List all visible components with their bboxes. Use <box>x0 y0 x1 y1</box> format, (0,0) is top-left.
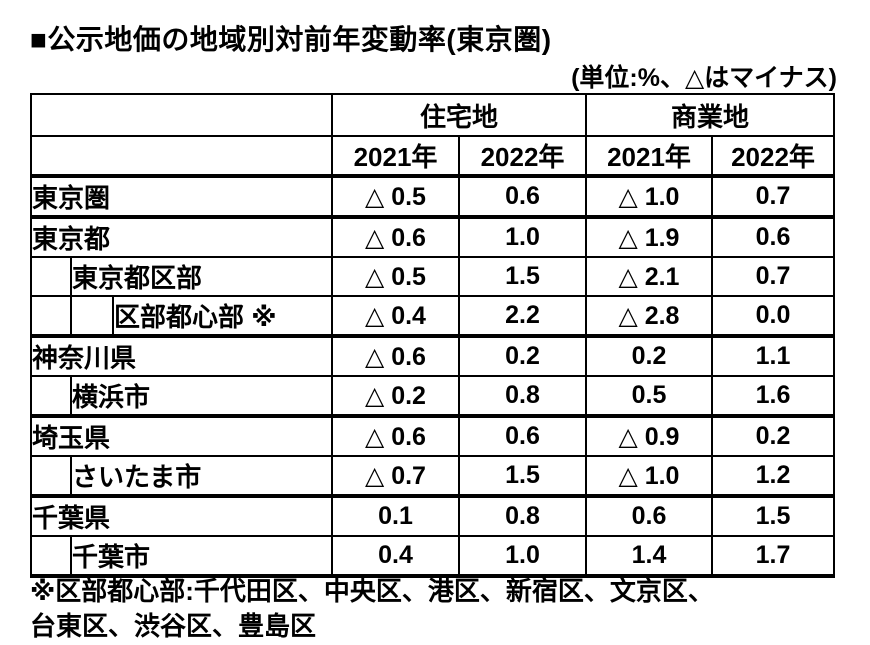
unit-note: (単位:%、△はマイナス) <box>571 64 837 92</box>
year-header: 2022年 <box>711 135 835 177</box>
group-header-commercial: 商業地 <box>585 93 835 137</box>
table-row-saitama-city: さいたま市 △ 0.7 1.5 △ 1.0 1.2 <box>30 455 835 497</box>
value-cell: 1.2 <box>711 455 835 497</box>
indent-spacer <box>30 535 72 578</box>
value-cell: 0.4 <box>331 535 460 578</box>
value-cell: △ 2.8 <box>585 295 713 337</box>
value-cell: △ 0.5 <box>331 256 460 297</box>
value-cell: 0.6 <box>458 174 587 218</box>
value-cell: 1.1 <box>711 334 835 377</box>
value-cell: 1.5 <box>458 455 587 497</box>
row-label: 東京都 <box>30 215 333 258</box>
value-cell: △ 1.9 <box>585 215 713 258</box>
value-cell: △ 2.1 <box>585 256 713 297</box>
year-header: 2021年 <box>585 135 713 177</box>
group-header-row: 住宅地 商業地 <box>30 93 835 137</box>
table-row-kubu-toshinbu: 区部都心部 ※ △ 0.4 2.2 △ 2.8 0.0 <box>30 295 835 337</box>
value-cell: △ 0.2 <box>331 375 460 417</box>
value-cell: 1.0 <box>458 535 587 578</box>
group-header-residential: 住宅地 <box>331 93 587 137</box>
indent-spacer <box>70 295 114 337</box>
land-price-table: 住宅地 商業地 2021年 2022年 2021年 2022年 東京圏 △ 0.… <box>30 93 835 578</box>
value-cell: △ 0.7 <box>331 455 460 497</box>
indent-spacer <box>30 455 72 497</box>
row-label: 東京圏 <box>30 174 333 218</box>
value-cell: △ 0.6 <box>331 215 460 258</box>
indent-spacer <box>30 256 72 297</box>
row-label: 東京都区部 <box>70 256 333 297</box>
row-label: 神奈川県 <box>30 334 333 377</box>
value-cell: 0.5 <box>585 375 713 417</box>
value-cell: 0.7 <box>711 174 835 218</box>
value-cell: 1.5 <box>458 256 587 297</box>
footnote-line-2: 台東区、渋谷区、豊島区 <box>30 611 317 641</box>
table-row-tokyo-kubu: 東京都区部 △ 0.5 1.5 △ 2.1 0.7 <box>30 256 835 297</box>
indent-spacer <box>30 295 72 337</box>
value-cell: 1.7 <box>711 535 835 578</box>
value-cell: △ 0.5 <box>331 174 460 218</box>
value-cell: 0.6 <box>711 215 835 258</box>
value-cell: △ 0.4 <box>331 295 460 337</box>
value-cell: 1.5 <box>711 494 835 537</box>
value-cell: 0.2 <box>585 334 713 377</box>
row-label: 千葉県 <box>30 494 333 537</box>
table-row-yokohama: 横浜市 △ 0.2 0.8 0.5 1.6 <box>30 375 835 417</box>
table-row-kanagawa: 神奈川県 △ 0.6 0.2 0.2 1.1 <box>30 334 835 377</box>
value-cell: 0.6 <box>458 414 587 457</box>
row-label: 千葉市 <box>70 535 333 578</box>
value-cell: △ 0.6 <box>331 334 460 377</box>
row-label: 横浜市 <box>70 375 333 417</box>
value-cell: 0.2 <box>711 414 835 457</box>
header-spacer <box>30 135 333 177</box>
value-cell: 0.7 <box>711 256 835 297</box>
value-cell: 1.0 <box>458 215 587 258</box>
value-cell: 0.8 <box>458 375 587 417</box>
footnote: ※区部都心部:千代田区、中央区、港区、新宿区、文京区、 台東区、渋谷区、豊島区 <box>30 574 714 644</box>
value-cell: 1.4 <box>585 535 713 578</box>
row-label: 埼玉県 <box>30 414 333 457</box>
table-row-tokyo-to: 東京都 △ 0.6 1.0 △ 1.9 0.6 <box>30 215 835 258</box>
row-label: さいたま市 <box>70 455 333 497</box>
value-cell: 0.0 <box>711 295 835 337</box>
footnote-line-1: ※区部都心部:千代田区、中央区、港区、新宿区、文京区、 <box>30 576 714 606</box>
table-row-chiba-pref: 千葉県 0.1 0.8 0.6 1.5 <box>30 494 835 537</box>
value-cell: 0.8 <box>458 494 587 537</box>
value-cell: 0.2 <box>458 334 587 377</box>
value-cell: △ 0.6 <box>331 414 460 457</box>
row-label: 区部都心部 ※ <box>112 295 333 337</box>
year-header: 2021年 <box>331 135 460 177</box>
value-cell: △ 1.0 <box>585 174 713 218</box>
value-cell: 0.1 <box>331 494 460 537</box>
table-title: ■公示地価の地域別対前年変動率(東京圏) <box>30 24 552 55</box>
value-cell: △ 1.0 <box>585 455 713 497</box>
table-row-chiba-city: 千葉市 0.4 1.0 1.4 1.7 <box>30 535 835 578</box>
year-header-row: 2021年 2022年 2021年 2022年 <box>30 135 835 177</box>
value-cell: 0.6 <box>585 494 713 537</box>
table-row-saitama-pref: 埼玉県 △ 0.6 0.6 △ 0.9 0.2 <box>30 414 835 457</box>
value-cell: 2.2 <box>458 295 587 337</box>
year-header: 2022年 <box>458 135 587 177</box>
header-spacer <box>30 93 333 137</box>
value-cell: 1.6 <box>711 375 835 417</box>
indent-spacer <box>30 375 72 417</box>
table-row-tokyo-area: 東京圏 △ 0.5 0.6 △ 1.0 0.7 <box>30 174 835 218</box>
value-cell: △ 0.9 <box>585 414 713 457</box>
